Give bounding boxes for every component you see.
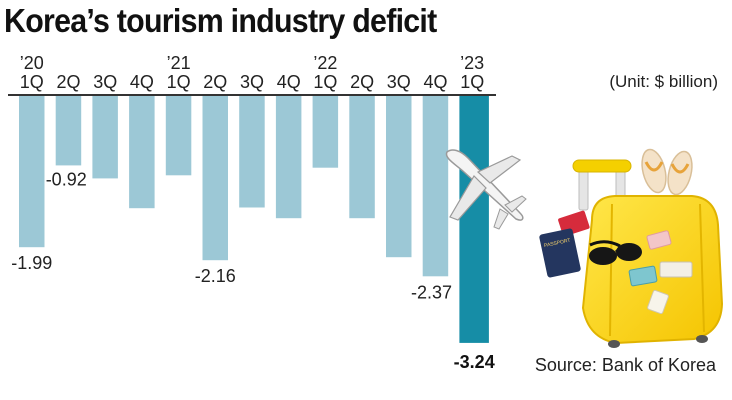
year-label-4: ’21 [167,53,191,73]
quarter-label-10: 3Q [387,72,411,92]
quarter-label-0: 1Q [20,72,44,92]
quarter-label-5: 2Q [203,72,227,92]
bar-11 [422,95,449,277]
quarter-label-8: 1Q [313,72,337,92]
quarter-label-6: 3Q [240,72,264,92]
quarter-label-12: 1Q [460,72,484,92]
value-label-11: -2.37 [411,282,452,302]
bar-10 [386,95,412,258]
bar-2 [92,95,118,179]
bar-1 [55,95,82,166]
value-label-1: -0.92 [46,169,87,189]
quarter-label-7: 4Q [277,72,301,92]
bar-3 [129,95,155,209]
source-label: Source: Bank of Korea [534,355,716,375]
passport-text: PASSPORT [544,238,571,249]
year-label-12: ’23 [460,53,484,73]
value-label-5: -2.16 [195,266,236,286]
bar-9 [349,95,375,219]
sandals-icon [641,148,693,196]
value-label-0: -1.99 [11,253,52,273]
bar-4 [165,95,192,176]
bar-5 [202,95,228,261]
sunglasses-icon [589,240,642,265]
quarter-label-2: 3Q [93,72,117,92]
airplane-icon [445,149,527,230]
bar-7 [275,95,302,219]
page-title: Korea’s tourism industry deficit [4,2,437,39]
year-label-0: ’20 [20,53,44,73]
bar-8 [312,95,339,168]
unit-label: (Unit: $ billion) [609,72,718,91]
quarter-label-9: 2Q [350,72,374,92]
year-label-8: ’22 [313,53,337,73]
quarter-label-4: 1Q [167,72,191,92]
passport-icon: PASSPORT [539,210,590,278]
bar-12 [459,95,489,343]
quarter-label-3: 4Q [130,72,154,92]
bar-6 [239,95,265,208]
travel-illustration: PASSPORT [445,148,724,348]
value-label-12: -3.24 [454,352,495,372]
quarter-label-1: 2Q [56,72,80,92]
quarter-label-11: 4Q [423,72,447,92]
bar-0 [19,95,45,248]
